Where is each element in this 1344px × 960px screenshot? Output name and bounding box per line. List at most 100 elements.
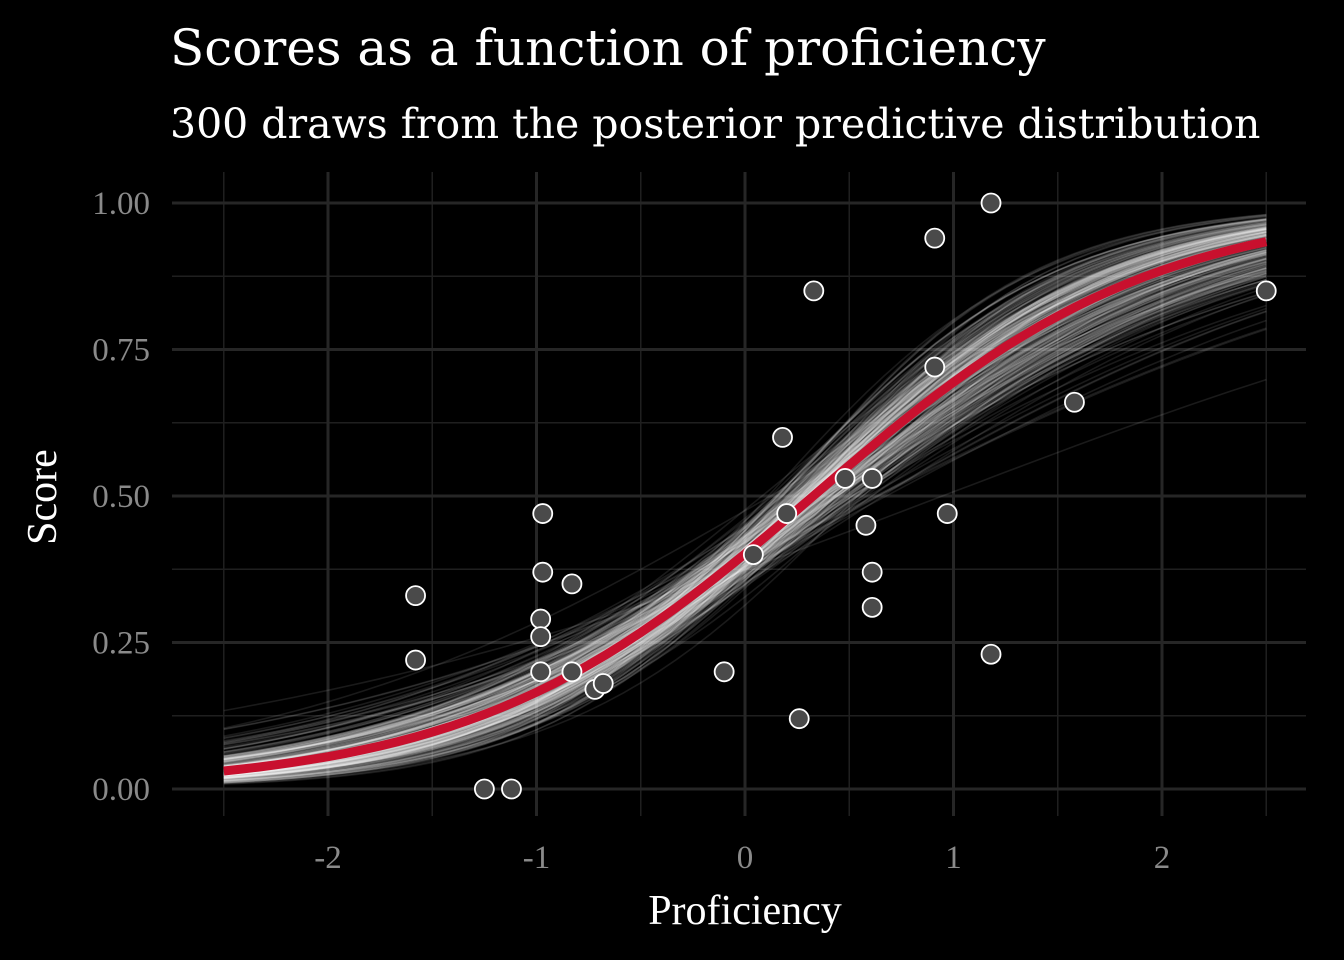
posterior-draw-line — [223, 249, 1267, 762]
posterior-draw-line — [223, 228, 1267, 776]
posterior-draw-line — [223, 251, 1267, 763]
posterior-draw-line — [223, 272, 1267, 760]
data-point — [530, 608, 552, 630]
posterior-draw-line — [223, 232, 1267, 770]
posterior-draw-line — [223, 223, 1267, 779]
data-point — [776, 503, 798, 524]
posterior-draw-line — [223, 258, 1267, 767]
posterior-draw-line — [223, 241, 1267, 778]
posterior-draw-line — [223, 218, 1267, 780]
posterior-draw-line — [223, 226, 1267, 776]
posterior-draw-line — [223, 283, 1267, 745]
posterior-draw-line — [223, 310, 1267, 746]
x-axis-title: Proficiency — [648, 888, 842, 934]
data-point — [924, 356, 946, 378]
posterior-draw-line — [223, 228, 1267, 776]
tick-labels: -2 -1 0 1 2 0.00 0.25 0.50 0.75 1.00 — [92, 186, 1170, 876]
posterior-draw-line — [223, 247, 1267, 764]
posterior-draw-line — [223, 258, 1267, 761]
posterior-draw-line — [223, 265, 1267, 763]
posterior-draw-line — [223, 279, 1267, 743]
data-point — [855, 514, 877, 536]
posterior-draw-line — [223, 224, 1267, 783]
data-point — [980, 192, 1002, 214]
posterior-draw-line — [223, 224, 1267, 782]
posterior-draw-line — [223, 239, 1267, 767]
posterior-draw-line — [223, 286, 1267, 760]
posterior-draw-line — [223, 227, 1267, 782]
posterior-draw-line — [223, 291, 1267, 737]
posterior-draw-line — [223, 275, 1267, 761]
posterior-draw-line — [223, 270, 1267, 754]
data-point — [742, 544, 764, 565]
posterior-draw-line — [223, 246, 1267, 767]
data-point — [861, 596, 883, 618]
data-point — [861, 561, 883, 583]
chart-subtitle: 300 draws from the posterior predictive … — [170, 100, 1260, 148]
posterior-draw-line — [223, 231, 1267, 779]
posterior-draw-line — [223, 239, 1267, 763]
posterior-draw-line — [223, 217, 1267, 785]
posterior-draw-line — [223, 282, 1267, 760]
posterior-draw-line — [223, 214, 1267, 785]
data-point — [861, 468, 883, 489]
posterior-draw-line — [223, 293, 1267, 760]
posterior-draw-line — [223, 261, 1267, 757]
posterior-draw-line — [223, 231, 1267, 779]
posterior-draw-line — [223, 265, 1267, 757]
posterior-draw-line — [223, 251, 1267, 775]
data-point — [1064, 391, 1085, 413]
data-point — [530, 661, 552, 683]
posterior-draw-line — [223, 260, 1267, 751]
posterior-draw-line — [223, 307, 1267, 744]
data-point — [405, 585, 426, 607]
data-point — [713, 661, 735, 683]
posterior-draw-line — [223, 223, 1267, 783]
posterior-draw-line — [223, 264, 1267, 755]
posterior-draw-line — [223, 243, 1267, 777]
posterior-draw-line — [223, 222, 1267, 782]
posterior-draw-line — [223, 256, 1267, 758]
posterior-draw-line — [223, 236, 1267, 768]
data-point — [788, 708, 810, 730]
posterior-draw-line — [223, 272, 1267, 753]
posterior-draw-line — [223, 276, 1267, 761]
data-point — [772, 426, 793, 448]
y-tick-label: 0.00 — [92, 772, 150, 808]
data-point — [561, 661, 583, 683]
data-point — [532, 503, 554, 524]
posterior-draw-line — [223, 227, 1267, 776]
posterior-draw-line — [223, 291, 1267, 740]
posterior-draw-line — [223, 257, 1267, 768]
posterior-draw-line — [223, 224, 1267, 776]
posterior-draw-line — [223, 274, 1267, 729]
posterior-draw-line — [223, 214, 1267, 783]
posterior-draw-line — [223, 319, 1267, 742]
posterior-draw-line — [223, 310, 1267, 746]
posterior-draw-line — [223, 270, 1267, 750]
x-tick-label: 0 — [737, 840, 754, 876]
posterior-draw-line — [223, 378, 1267, 712]
chart-title: Scores as a function of proficiency — [170, 19, 1046, 77]
posterior-draw-line — [223, 213, 1267, 784]
posterior-draw-line — [223, 218, 1267, 780]
posterior-draw-line — [223, 231, 1267, 779]
posterior-draw-line — [223, 231, 1267, 779]
data-point — [501, 778, 522, 800]
posterior-draw-line — [223, 225, 1267, 778]
data-point — [803, 280, 825, 302]
posterior-draw-line — [223, 232, 1267, 778]
posterior-draw-line — [223, 247, 1267, 767]
posterior-draw-line — [223, 237, 1267, 766]
posterior-draw-line — [223, 241, 1267, 777]
posterior-draw-line — [223, 252, 1267, 759]
posterior-draw-line — [223, 233, 1267, 778]
posterior-draw-line — [223, 257, 1267, 768]
posterior-draw-line — [223, 235, 1267, 763]
posterior-draw-line — [223, 229, 1267, 781]
posterior-draw-line — [223, 226, 1267, 781]
data-point — [1255, 280, 1277, 302]
posterior-draw-line — [223, 220, 1267, 779]
